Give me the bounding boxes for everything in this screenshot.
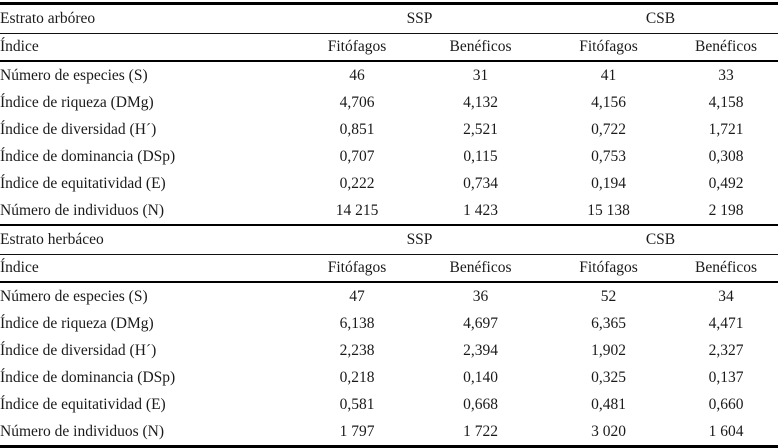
cell-value: 4,158 (708, 93, 744, 111)
cell-value: 0,218 (339, 368, 375, 386)
subheader-csb-beneficos: Benéficos (674, 33, 778, 62)
subheader-ssp-fitofagos: Fitófagos (296, 254, 418, 283)
cell-value: 52 (600, 287, 617, 305)
cell-value: 4,706 (339, 93, 375, 111)
cell-value: 0,137 (708, 368, 744, 386)
row-label: Índice de equitatividad (E) (0, 395, 166, 413)
table-row: Índice de equitatividad (E) 0,222 0,734 … (0, 170, 778, 197)
group-header-ssp: SSP (296, 2, 543, 34)
cell-value: 1 423 (418, 197, 543, 226)
section-header-row: Estrato herbáceo SSP CSB (0, 225, 778, 255)
table-row: Número de individuos (N) 1 797 1 722 3 0… (0, 418, 778, 448)
index-header: Índice (0, 254, 296, 283)
column-header-row: Índice Fitófagos Benéficos Fitófagos Ben… (0, 254, 778, 283)
cell-value: 0,308 (708, 147, 744, 165)
cell-value: 0,222 (339, 174, 375, 192)
cell-value: 33 (718, 66, 734, 84)
subheader-ssp-beneficos: Benéficos (418, 33, 543, 62)
cell-value: 46 (349, 66, 365, 84)
row-label: Número de individuos (N) (0, 197, 296, 226)
cell-value: 2,394 (463, 341, 498, 359)
row-label: Índice de diversidad (H´) (0, 341, 157, 359)
table-row: Índice de riqueza (DMg) 4,706 4,132 4,15… (0, 89, 778, 116)
subheader-csb-beneficos: Benéficos (674, 254, 778, 283)
cell-value: 15 138 (543, 197, 674, 226)
cell-value: 2,521 (463, 120, 498, 138)
table-row: Índice de equitatividad (E) 0,581 0,668 … (0, 391, 778, 418)
subheader-ssp-fitofagos: Fitófagos (296, 33, 418, 62)
index-header: Índice (0, 33, 296, 62)
cell-value: 1,902 (591, 341, 626, 359)
cell-value: 31 (472, 66, 489, 84)
table-row: Índice de diversidad (H´) 0,851 2,521 0,… (0, 116, 778, 143)
cell-value: 34 (718, 287, 734, 305)
cell-value: 0,115 (463, 147, 498, 165)
group-header-ssp: SSP (296, 225, 543, 255)
cell-value: 2,238 (339, 341, 375, 359)
row-label: Índice de diversidad (H´) (0, 120, 157, 138)
cell-value: 0,581 (339, 395, 375, 413)
table-row: Número de individuos (N) 14 215 1 423 15… (0, 197, 778, 226)
cell-value: 0,707 (339, 147, 375, 165)
cell-value: 0,140 (463, 368, 498, 386)
cell-value: 0,325 (591, 368, 626, 386)
subheader-csb-fitofagos: Fitófagos (543, 254, 674, 283)
cell-value: 0,660 (708, 395, 744, 413)
cell-value: 4,697 (463, 314, 498, 332)
table-row: Índice de diversidad (H´) 2,238 2,394 1,… (0, 337, 778, 364)
cell-value: 0,481 (591, 395, 626, 413)
row-label: Índice de dominancia (DSp) (0, 147, 176, 165)
cell-value: 0,492 (708, 174, 744, 192)
cell-value: 2,327 (708, 341, 744, 359)
row-label: Índice de riqueza (DMg) (0, 314, 154, 332)
group-header-csb: CSB (543, 225, 778, 255)
cell-value: 6,138 (339, 314, 375, 332)
cell-value: 47 (349, 287, 365, 305)
cell-value: 14 215 (296, 197, 418, 226)
cell-value: 1 722 (418, 418, 543, 448)
cell-value: 0,668 (463, 395, 498, 413)
cell-value: 4,156 (591, 93, 626, 111)
cell-value: 0,734 (463, 174, 498, 192)
section-header-row: Estrato arbóreo SSP CSB (0, 2, 778, 34)
cell-value: 2 198 (674, 197, 778, 226)
cell-value: 4,471 (708, 314, 744, 332)
row-label: Número de especies (S) (0, 287, 148, 305)
row-label: Índice de equitatividad (E) (0, 174, 166, 192)
table-row: Índice de dominancia (DSp) 0,218 0,140 0… (0, 364, 778, 391)
column-header-row: Índice Fitófagos Benéficos Fitófagos Ben… (0, 33, 778, 62)
table-row: Número de especies (S) 47 36 52 34 (0, 282, 778, 310)
section-title: Estrato herbáceo (0, 225, 296, 255)
cell-value: 36 (472, 287, 489, 305)
table-row: Número de especies (S) 46 31 41 33 (0, 61, 778, 89)
cell-value: 1,721 (708, 120, 744, 138)
section-title: Estrato arbóreo (0, 2, 296, 34)
cell-value: 0,851 (339, 120, 375, 138)
table-row: Índice de riqueza (DMg) 6,138 4,697 6,36… (0, 310, 778, 337)
cell-value: 6,365 (591, 314, 626, 332)
subheader-ssp-beneficos: Benéficos (418, 254, 543, 283)
subheader-csb-fitofagos: Fitófagos (543, 33, 674, 62)
cell-value: 0,753 (591, 147, 626, 165)
cell-value: 1 604 (674, 418, 778, 448)
cell-value: 1 797 (296, 418, 418, 448)
row-label: Número de especies (S) (0, 66, 148, 84)
cell-value: 41 (600, 66, 617, 84)
cell-value: 0,194 (591, 174, 626, 192)
cell-value: 3 020 (543, 418, 674, 448)
row-label: Número de individuos (N) (0, 418, 296, 448)
cell-value: 4,132 (463, 93, 498, 111)
cell-value: 0,722 (591, 120, 626, 138)
row-label: Índice de dominancia (DSp) (0, 368, 176, 386)
group-header-csb: CSB (543, 2, 778, 34)
table-row: Índice de dominancia (DSp) 0,707 0,115 0… (0, 143, 778, 170)
row-label: Índice de riqueza (DMg) (0, 93, 154, 111)
